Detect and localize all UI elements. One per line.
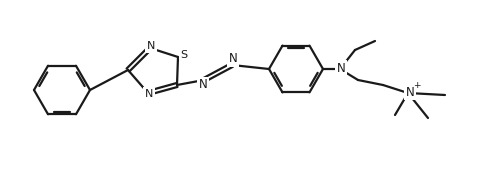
Text: N: N [199, 79, 207, 92]
Text: N: N [405, 85, 414, 98]
Text: S: S [181, 50, 188, 60]
Text: N: N [229, 53, 237, 66]
Text: N: N [145, 89, 153, 99]
Text: N: N [147, 41, 155, 51]
Text: N: N [337, 61, 346, 74]
Text: +: + [413, 81, 421, 91]
